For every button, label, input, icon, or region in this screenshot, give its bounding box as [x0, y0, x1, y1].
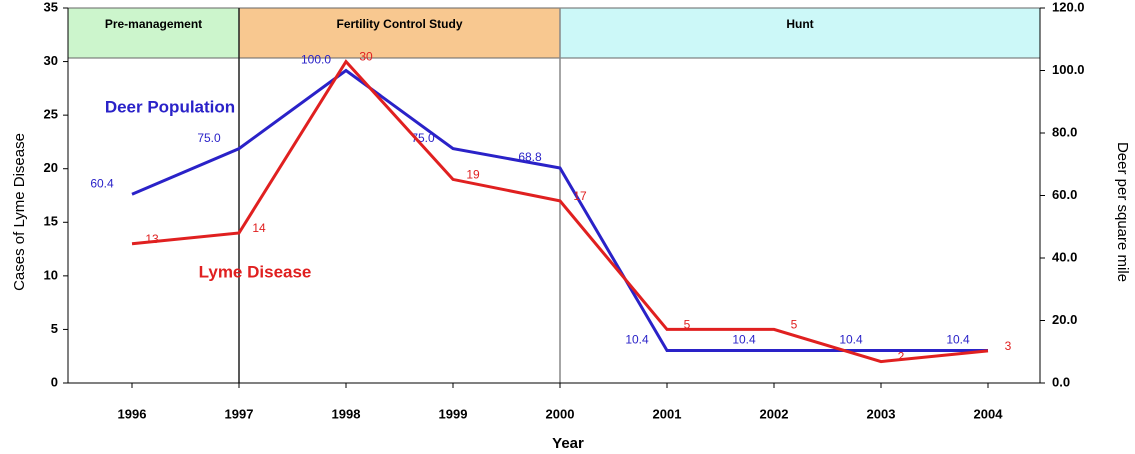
data-label: 68.8: [518, 150, 542, 164]
y2-axis-title: Deer per square mile: [1114, 142, 1131, 282]
data-label: 3: [1005, 339, 1012, 353]
x-axis-title: Year: [552, 435, 584, 452]
phase-label: Hunt: [786, 17, 813, 31]
y-tick-label: 15: [44, 214, 58, 229]
x-tick-label: 2003: [867, 406, 896, 421]
y-tick-label: 10: [44, 267, 58, 282]
y-axis-title: Cases of Lyme Disease: [11, 133, 28, 291]
y-tick-label: 25: [44, 107, 58, 122]
data-label: 75.0: [197, 131, 221, 145]
data-label: 60.4: [90, 176, 114, 190]
phase-label: Pre-management: [105, 17, 202, 31]
x-tick-label: 1996: [118, 406, 147, 421]
x-tick-label: 2001: [653, 406, 682, 421]
phase-band: [67, 7, 240, 59]
phase-band: [559, 7, 1041, 59]
y2-tick-label: 120.0: [1052, 0, 1085, 14]
y2-tick-label: 20.0: [1052, 312, 1077, 327]
data-label: 2: [898, 350, 905, 364]
data-label: 100.0: [301, 53, 331, 67]
data-label: 17: [573, 189, 587, 203]
data-label: 10.4: [946, 333, 970, 347]
data-label: 10.4: [839, 333, 863, 347]
data-label: 10.4: [625, 333, 649, 347]
x-tick-label: 1999: [439, 406, 468, 421]
data-label: 30: [359, 50, 373, 64]
x-tick-label: 2000: [546, 406, 575, 421]
y2-tick-label: 0.0: [1052, 374, 1070, 389]
phase-band: [238, 7, 561, 59]
data-label: 5: [684, 318, 691, 332]
phase-label: Fertility Control Study: [337, 17, 463, 31]
data-label: 5: [791, 318, 798, 332]
series-name: Deer Population: [105, 97, 235, 116]
data-label: 19: [466, 168, 480, 182]
data-label: 13: [145, 232, 159, 246]
y-tick-label: 0: [51, 374, 58, 389]
data-label: 10.4: [732, 333, 756, 347]
y2-tick-label: 60.0: [1052, 187, 1077, 202]
data-label: 14: [252, 221, 266, 235]
x-tick-label: 1998: [332, 406, 361, 421]
x-tick-label: 2004: [974, 406, 1004, 421]
x-tick-label: 2002: [760, 406, 789, 421]
y-tick-label: 30: [44, 53, 58, 68]
y2-tick-label: 100.0: [1052, 62, 1085, 77]
y2-tick-label: 80.0: [1052, 124, 1077, 139]
x-tick-label: 1997: [225, 406, 254, 421]
y-tick-label: 20: [44, 160, 58, 175]
series-name: Lyme Disease: [199, 262, 312, 281]
y2-tick-label: 40.0: [1052, 249, 1077, 264]
y-tick-label: 35: [44, 0, 58, 14]
series-line: [131, 59, 989, 364]
y-tick-label: 5: [51, 321, 58, 336]
